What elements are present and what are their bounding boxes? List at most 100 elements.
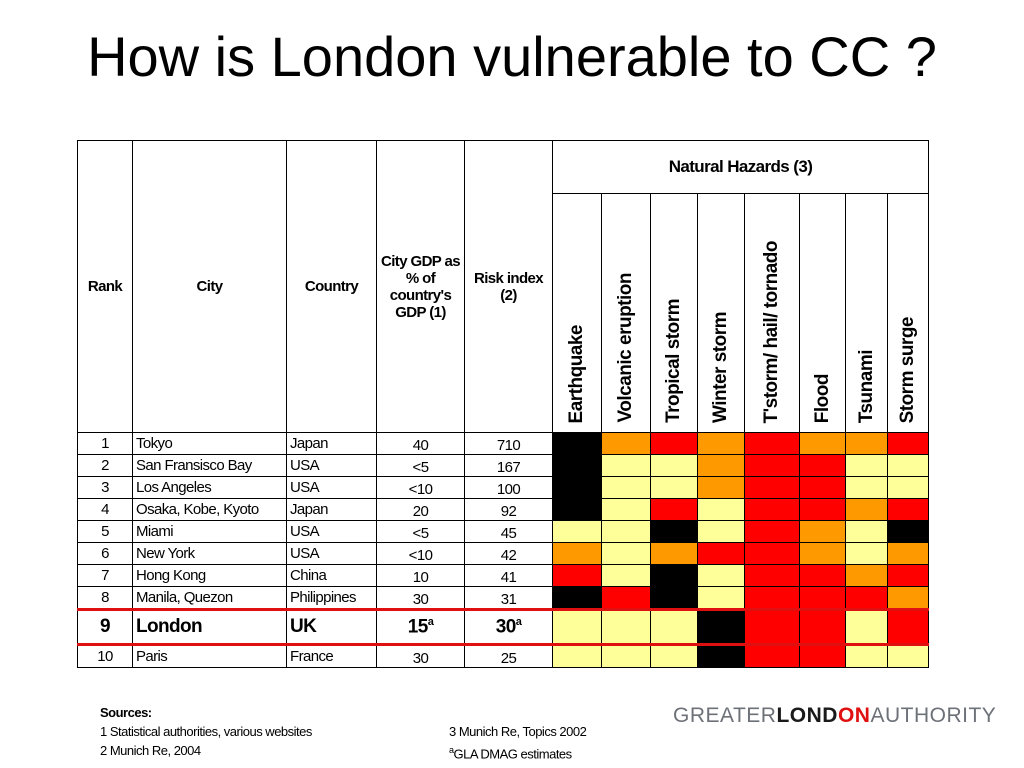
- logo-greater: GREATER: [673, 704, 777, 727]
- cell-gdp-text: <5: [412, 525, 430, 542]
- hazard-cell-winter-storm: [697, 586, 745, 610]
- cell-rank: 5: [77, 520, 133, 543]
- cell-risk-text: 92: [500, 503, 517, 520]
- hazard-cell-tsunami: [845, 586, 888, 610]
- hazard-cell-winter-storm: [697, 454, 745, 477]
- cell-gdp-text: 15: [407, 616, 429, 638]
- cell-risk: 31: [464, 586, 553, 610]
- cell-country: USA: [286, 542, 377, 565]
- hazard-cell-tsunami: [845, 454, 888, 477]
- cell-rank: 2: [77, 454, 133, 477]
- cell-gdp-text: 10: [412, 569, 429, 586]
- cities-risk-table: Rank City Country City GDP as % of count…: [77, 140, 929, 668]
- cell-gdp-text: 30: [412, 650, 429, 667]
- cell-gdp-text: 30: [412, 591, 429, 608]
- hazard-cell-tsunami: [845, 520, 888, 543]
- cell-city: New York: [132, 542, 287, 565]
- cell-gdp: <10: [376, 542, 465, 565]
- cell-risk-text: 25: [500, 650, 517, 667]
- hazard-cell-flood: [799, 586, 846, 610]
- cell-rank: 9: [77, 608, 133, 646]
- cell-country: USA: [286, 520, 377, 543]
- cell-risk-text: 41: [500, 569, 517, 586]
- cell-rank-text: 8: [101, 589, 109, 606]
- cell-city-text: Hong Kong: [136, 567, 206, 584]
- hazard-cell-storm-surge: [887, 542, 929, 565]
- cell-gdp: <5: [376, 520, 465, 543]
- cell-country-text: China: [290, 567, 327, 584]
- cell-risk: 92: [464, 498, 553, 521]
- cell-rank: 7: [77, 564, 133, 587]
- hazard-cell-t-storm-hail-tornado: [744, 520, 800, 543]
- table-row: 5 Miami USA <5 45: [77, 520, 929, 543]
- table-row: 9 London UK 15a 30a: [77, 608, 929, 646]
- cell-rank-text: 9: [100, 616, 111, 637]
- cell-risk-text: 100: [496, 481, 521, 498]
- source-2: 2 Munich Re, 2004: [100, 743, 201, 758]
- hazard-cell-flood: [799, 608, 846, 646]
- cell-risk-text: 30: [495, 616, 517, 638]
- cell-country-text: USA: [290, 457, 320, 474]
- cell-country: China: [286, 564, 377, 587]
- hazard-cell-earthquake: [552, 586, 602, 610]
- hazard-cell-tropical-storm: [650, 542, 698, 565]
- source-1: 1 Statistical authorities, various websi…: [100, 724, 312, 739]
- hazard-cell-tsunami: [845, 432, 888, 455]
- gla-logo: GREATERLONDONAUTHORITY: [673, 704, 996, 728]
- hazard-cell-winter-storm: [697, 608, 745, 646]
- source-4-text: GLA DMAG estimates: [453, 746, 573, 762]
- table-row: 8 Manila, Quezon Philippines 30 31: [77, 586, 929, 610]
- table-row: 7 Hong Kong China 10 41: [77, 564, 929, 587]
- hazard-cell-t-storm-hail-tornado: [744, 644, 800, 668]
- cell-gdp-text: <5: [412, 459, 430, 476]
- cell-city-text: Miami: [136, 523, 174, 540]
- hazard-cell-t-storm-hail-tornado: [744, 586, 800, 610]
- header-hazard: Winter storm: [697, 193, 745, 433]
- hazard-cell-tsunami: [845, 564, 888, 587]
- cell-city: Tokyo: [132, 432, 287, 455]
- header-gdp: City GDP as % of country's GDP (1): [376, 140, 465, 433]
- cell-risk: 710: [464, 432, 553, 455]
- cell-gdp: 20: [376, 498, 465, 521]
- sources-heading: Sources:: [100, 705, 152, 720]
- hazard-cell-tropical-storm: [650, 454, 698, 477]
- cell-country-text: UK: [290, 616, 317, 637]
- cell-risk: 100: [464, 476, 553, 499]
- cell-rank: 1: [77, 432, 133, 455]
- hazard-cell-volcanic-eruption: [601, 498, 651, 521]
- source-4-superscript: a: [449, 745, 454, 755]
- header-hazard-label: Tropical storm: [663, 299, 684, 423]
- cell-country: Japan: [286, 432, 377, 455]
- cell-gdp: 40: [376, 432, 465, 455]
- cities-risk-table-wrapper: Rank City Country City GDP as % of count…: [77, 140, 929, 668]
- cell-city: Manila, Quezon: [132, 586, 287, 610]
- hazard-cell-volcanic-eruption: [601, 476, 651, 499]
- hazard-cell-flood: [799, 542, 846, 565]
- header-hazard-label: Earthquake: [566, 324, 587, 423]
- cell-risk-text: 167: [496, 459, 521, 476]
- cell-risk: 45: [464, 520, 553, 543]
- hazard-cell-volcanic-eruption: [601, 542, 651, 565]
- hazard-cell-t-storm-hail-tornado: [744, 564, 800, 587]
- cell-rank: 3: [77, 476, 133, 499]
- hazard-cell-earthquake: [552, 542, 602, 565]
- header-hazard: T'storm/ hail/ tornado: [744, 193, 800, 433]
- table-row: 6 New York USA <10 42: [77, 542, 929, 565]
- cell-risk: 41: [464, 564, 553, 587]
- cell-city: Paris: [132, 644, 287, 668]
- cell-rank: 8: [77, 586, 133, 610]
- header-hazard: Volcanic eruption: [601, 193, 651, 433]
- cell-rank-text: 2: [101, 457, 109, 474]
- cell-city-text: Manila, Quezon: [136, 589, 233, 606]
- cell-risk: 25: [464, 644, 553, 668]
- cell-country-text: USA: [290, 545, 320, 562]
- hazard-cell-storm-surge: [887, 498, 929, 521]
- hazard-cell-volcanic-eruption: [601, 564, 651, 587]
- table-row: 2 San Fransisco Bay USA <5 167: [77, 454, 929, 477]
- header-risk-index: Risk index (2): [464, 140, 553, 433]
- source-4: aGLA DMAG estimates: [449, 741, 586, 763]
- hazard-cell-winter-storm: [697, 476, 745, 499]
- cell-gdp-text: 20: [412, 503, 429, 520]
- cell-country: Philippines: [286, 586, 377, 610]
- cell-rank-text: 4: [101, 501, 109, 518]
